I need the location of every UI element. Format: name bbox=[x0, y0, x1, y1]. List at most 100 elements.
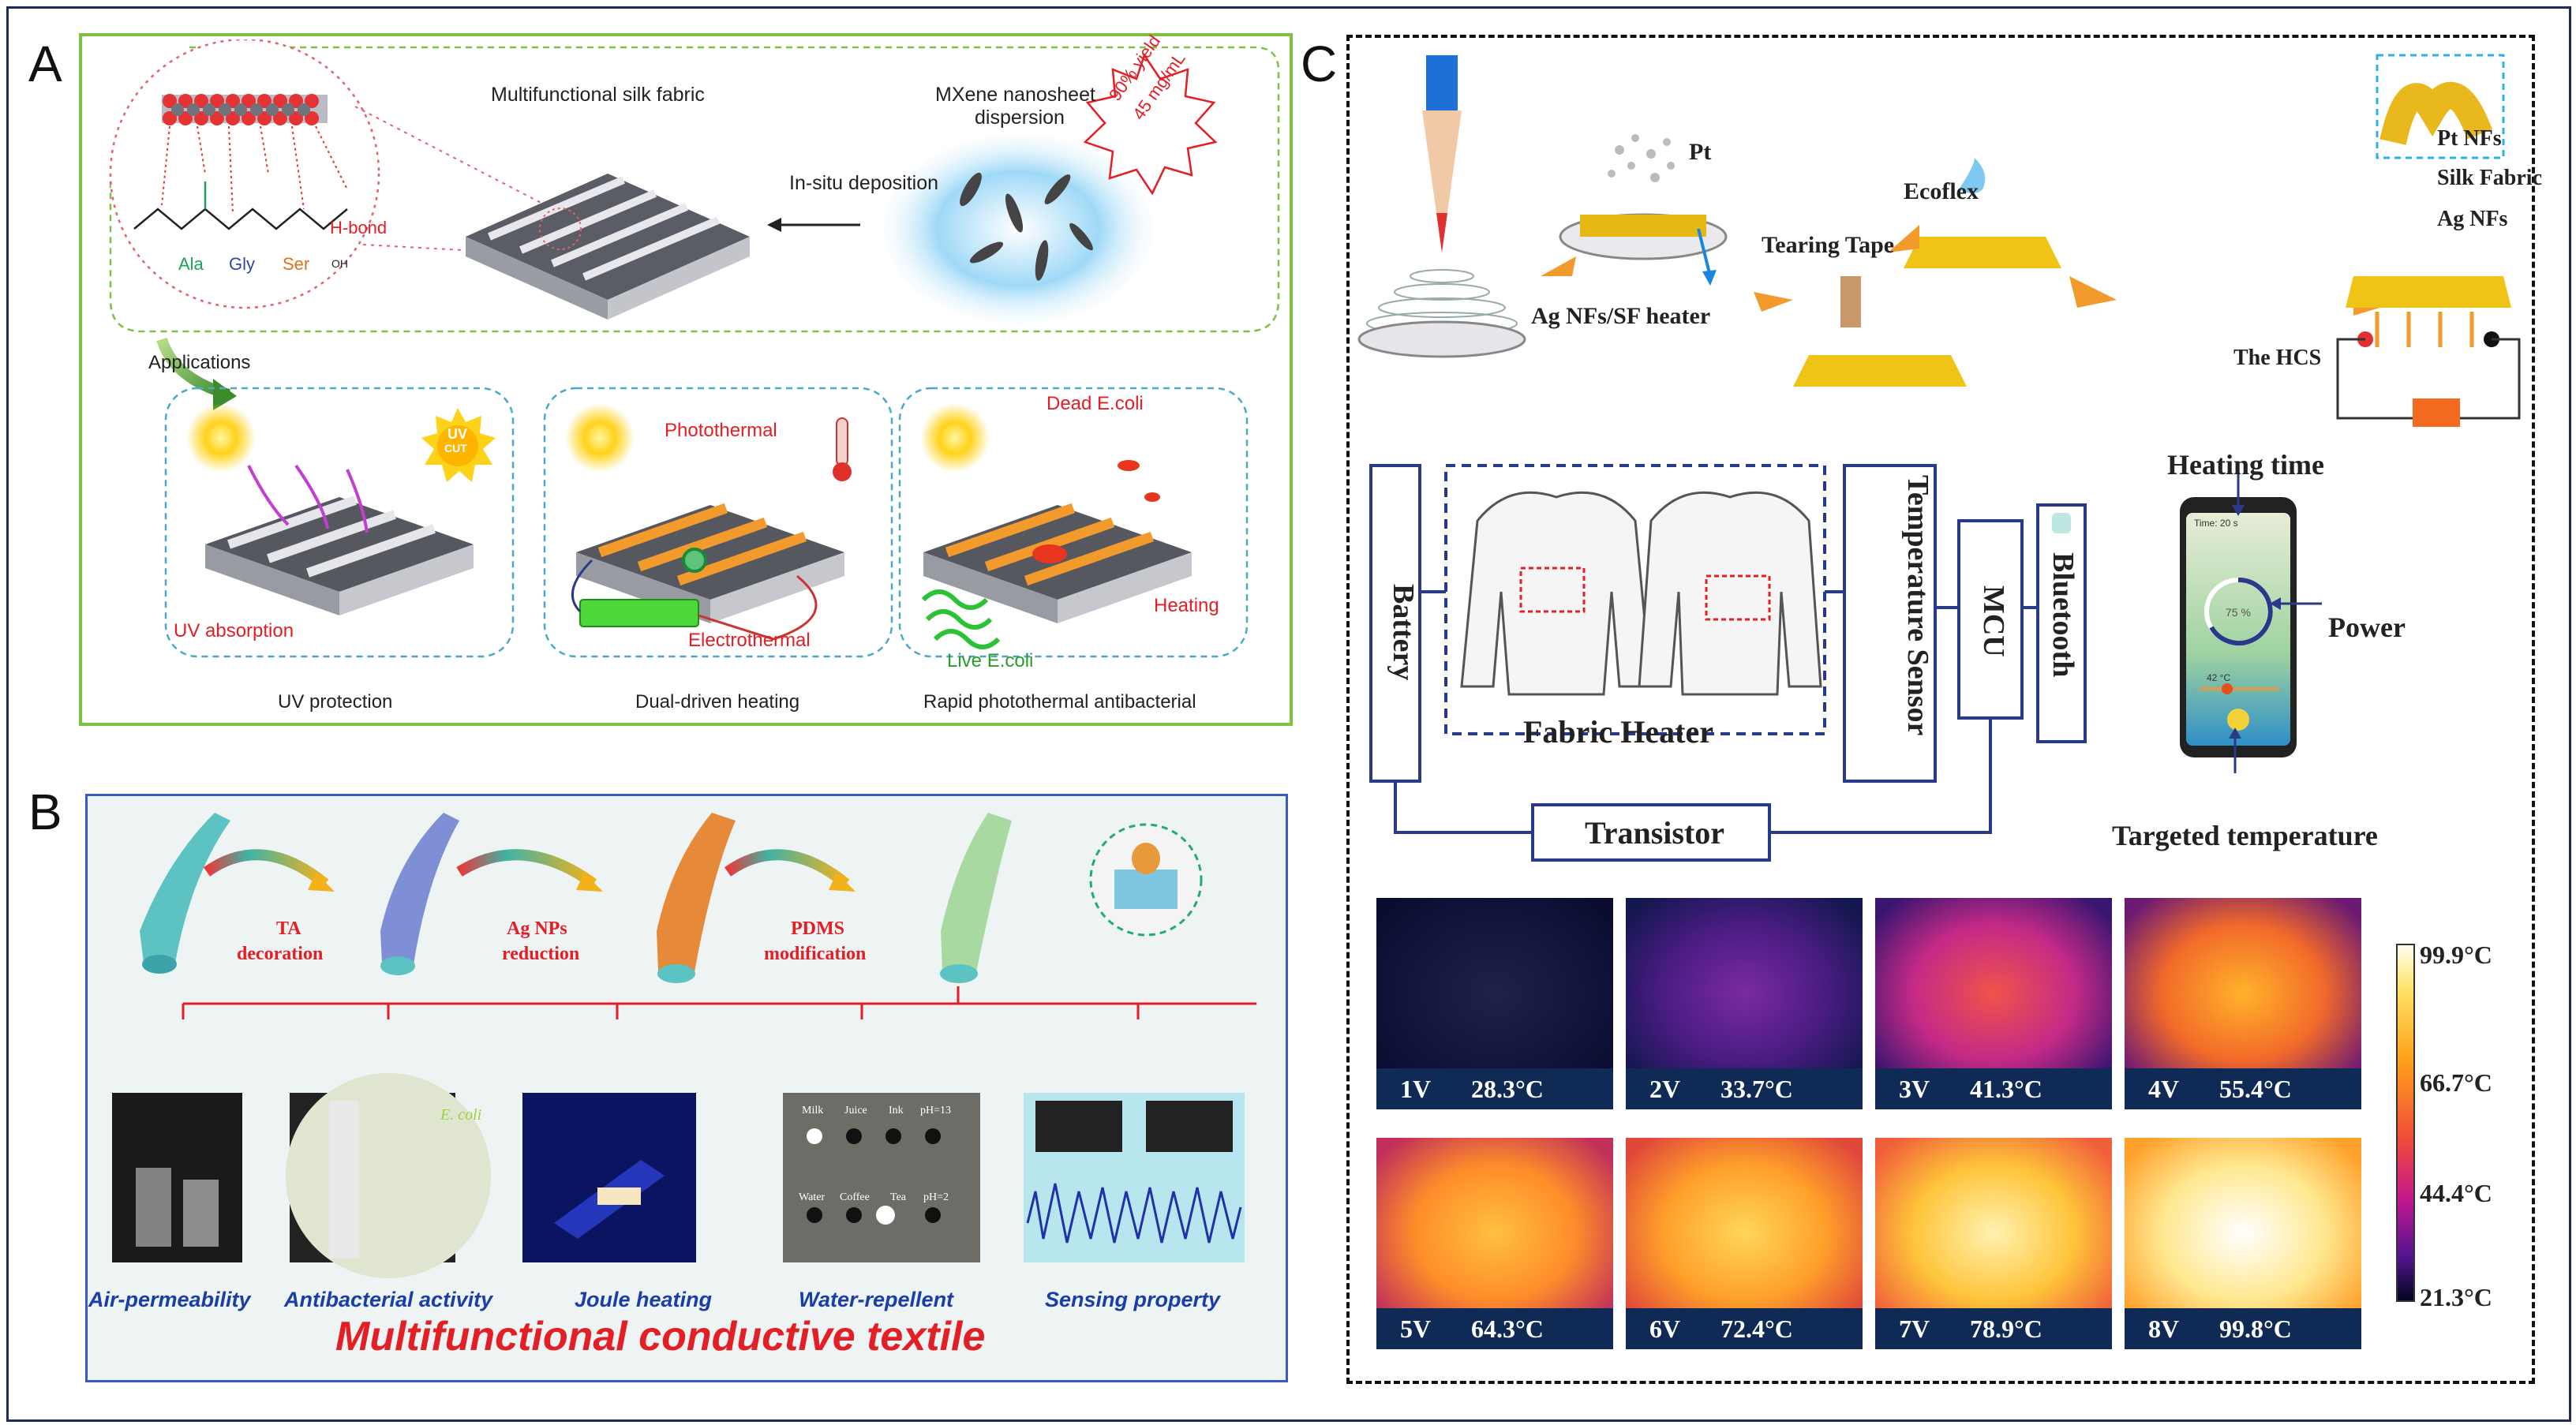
panel-b-title: Multifunctional conductive textile bbox=[335, 1314, 986, 1360]
heating-time-label: Heating time bbox=[2167, 449, 2324, 481]
step3-line1: PDMS bbox=[791, 918, 844, 939]
heating-label: Heating bbox=[1154, 595, 1219, 616]
phone-time: Time: 20 s bbox=[2194, 518, 2238, 529]
phone-percent: 75 % bbox=[2226, 606, 2251, 619]
thermal-voltage: 4V bbox=[2148, 1074, 2180, 1103]
liquid-ph2: pH=2 bbox=[923, 1191, 949, 1203]
liquid-coffee: Coffee bbox=[840, 1191, 870, 1203]
targeted-temperature-label: Targeted temperature bbox=[2112, 820, 2378, 851]
temperature-sensor-label: Temperature Sensor bbox=[1901, 475, 1934, 736]
liquid-tea: Tea bbox=[890, 1191, 907, 1203]
panel-c-letter: C bbox=[1301, 36, 1338, 92]
gly-label: Gly bbox=[229, 254, 255, 274]
thermal-label-bar: 8V 99.8°C bbox=[2125, 1308, 2361, 1349]
step3-line2: modification bbox=[764, 944, 867, 964]
panel-c-frame bbox=[1346, 35, 2535, 1384]
thermal-voltage: 1V bbox=[1400, 1074, 1432, 1103]
thermal-image: 7V 78.9°C bbox=[1875, 1138, 2112, 1349]
pt-label: Pt bbox=[1689, 139, 1712, 165]
applications-label: Applications bbox=[148, 352, 251, 373]
thermal-label-bar: 7V 78.9°C bbox=[1875, 1308, 2112, 1349]
live-ecoli-label: Live E.coli bbox=[947, 650, 1034, 671]
thermal-temperature: 64.3°C bbox=[1471, 1314, 1544, 1343]
oh-label: OH bbox=[331, 257, 348, 270]
electrothermal-label: Electrothermal bbox=[688, 630, 811, 651]
power-label: Power bbox=[2328, 612, 2406, 643]
fabric-heater-label: Fabric Heater bbox=[1523, 714, 1713, 750]
photothermal-label: Photothermal bbox=[665, 420, 777, 441]
bluetooth-label: Bluetooth bbox=[2046, 552, 2080, 678]
mcu-label: MCU bbox=[1977, 585, 2010, 657]
ag-heater-label: Ag NFs/SF heater bbox=[1531, 303, 1711, 329]
uv-absorption-label: UV absorption bbox=[174, 620, 294, 641]
liquid-juice: Juice bbox=[844, 1105, 867, 1116]
pt-nfs-label: Pt NFs bbox=[2437, 126, 2502, 151]
caption-air: Air-permeability bbox=[88, 1288, 251, 1311]
colorbar-label-2: 66.7°C bbox=[2420, 1068, 2492, 1097]
caption-sense: Sensing property bbox=[1045, 1288, 1221, 1311]
caption-water: Water-repellent bbox=[799, 1288, 954, 1311]
thermal-label-bar: 5V 64.3°C bbox=[1376, 1308, 1613, 1349]
thermal-image: 1V 28.3°C bbox=[1376, 898, 1613, 1109]
thermal-temperature: 72.4°C bbox=[1720, 1314, 1793, 1343]
panel-a-graphics bbox=[109, 39, 1280, 658]
panel-b-letter: B bbox=[28, 784, 62, 840]
transistor-label: Transistor bbox=[1585, 815, 1725, 851]
thermal-image: 5V 64.3°C bbox=[1376, 1138, 1613, 1349]
thermal-label-bar: 4V 55.4°C bbox=[2125, 1068, 2361, 1109]
panel-a-letter: A bbox=[28, 36, 62, 92]
fabric-title: Multifunctional silk fabric bbox=[491, 84, 705, 106]
liquid-water: Water bbox=[799, 1191, 826, 1203]
ecoli-label: E. coli bbox=[440, 1106, 482, 1124]
step1-line2: decoration bbox=[237, 944, 324, 964]
thermal-voltage: 3V bbox=[1899, 1074, 1930, 1103]
colorbar-label-1: 99.9°C bbox=[2420, 941, 2492, 969]
hbond-label: H-bond bbox=[330, 218, 388, 238]
ser-label: Ser bbox=[283, 254, 310, 274]
caption-joule: Joule heating bbox=[575, 1288, 713, 1311]
caption-rapid: Rapid photothermal antibacterial bbox=[923, 691, 1196, 712]
colorbar bbox=[2396, 944, 2415, 1302]
thermal-voltage: 7V bbox=[1899, 1314, 1930, 1343]
hcs-label: The HCS bbox=[2233, 346, 2322, 370]
panel-a-frame bbox=[79, 33, 1293, 726]
caption-anti: Antibacterial activity bbox=[284, 1288, 493, 1311]
mxene-title-1: MXene nanosheet bbox=[935, 84, 1095, 106]
uv-badge-top: UV bbox=[447, 426, 468, 442]
thermal-voltage: 5V bbox=[1400, 1314, 1432, 1343]
deposition-label: In-situ deposition bbox=[789, 172, 939, 194]
thermal-label-bar: 1V 28.3°C bbox=[1376, 1068, 1613, 1109]
thermal-label-bar: 2V 33.7°C bbox=[1626, 1068, 1863, 1109]
dead-ecoli-label: Dead E.coli bbox=[1046, 393, 1144, 414]
liquid-ink: Ink bbox=[889, 1105, 904, 1116]
ag-nfs-label: Ag NFs bbox=[2437, 207, 2508, 231]
thermal-temperature: 55.4°C bbox=[2219, 1074, 2292, 1103]
thermal-voltage: 2V bbox=[1649, 1074, 1681, 1103]
ala-label: Ala bbox=[178, 254, 204, 274]
colorbar-label-3: 44.4°C bbox=[2420, 1179, 2492, 1207]
thermal-temperature: 41.3°C bbox=[1970, 1074, 2042, 1103]
figure-frame bbox=[6, 6, 2571, 1422]
step2-line1: Ag NPs bbox=[507, 918, 567, 939]
thermal-label-bar: 3V 41.3°C bbox=[1875, 1068, 2112, 1109]
mxene-title-2: dispersion bbox=[975, 107, 1065, 129]
thermal-temperature: 28.3°C bbox=[1471, 1074, 1544, 1103]
thermal-image: 8V 99.8°C bbox=[2125, 1138, 2361, 1349]
colorbar-label-4: 21.3°C bbox=[2420, 1283, 2492, 1311]
battery-label: Battery bbox=[1387, 584, 1420, 681]
liquid-milk: Milk bbox=[802, 1105, 824, 1116]
ecoflex-label: Ecoflex bbox=[1904, 178, 1979, 204]
caption-uv: UV protection bbox=[278, 691, 393, 712]
thermal-label-bar: 6V 72.4°C bbox=[1626, 1308, 1863, 1349]
thermal-image: 3V 41.3°C bbox=[1875, 898, 2112, 1109]
step2-line2: reduction bbox=[502, 944, 580, 964]
thermal-temperature: 33.7°C bbox=[1720, 1074, 1793, 1103]
silk-fabric-label: Silk Fabric bbox=[2437, 166, 2543, 190]
thermal-grid: 1V 28.3°C 2V 33.7°C 3V 41.3°C 4V 55.4°C 5V 64.3°C… bbox=[1376, 898, 2377, 1371]
phone-temp: 42 °C bbox=[2207, 672, 2231, 683]
thermal-voltage: 8V bbox=[2148, 1314, 2180, 1343]
thermal-voltage: 6V bbox=[1649, 1314, 1681, 1343]
panel-c-graphics bbox=[1357, 54, 2521, 862]
caption-dual: Dual-driven heating bbox=[635, 691, 800, 712]
thermal-image: 2V 33.7°C bbox=[1626, 898, 1863, 1109]
